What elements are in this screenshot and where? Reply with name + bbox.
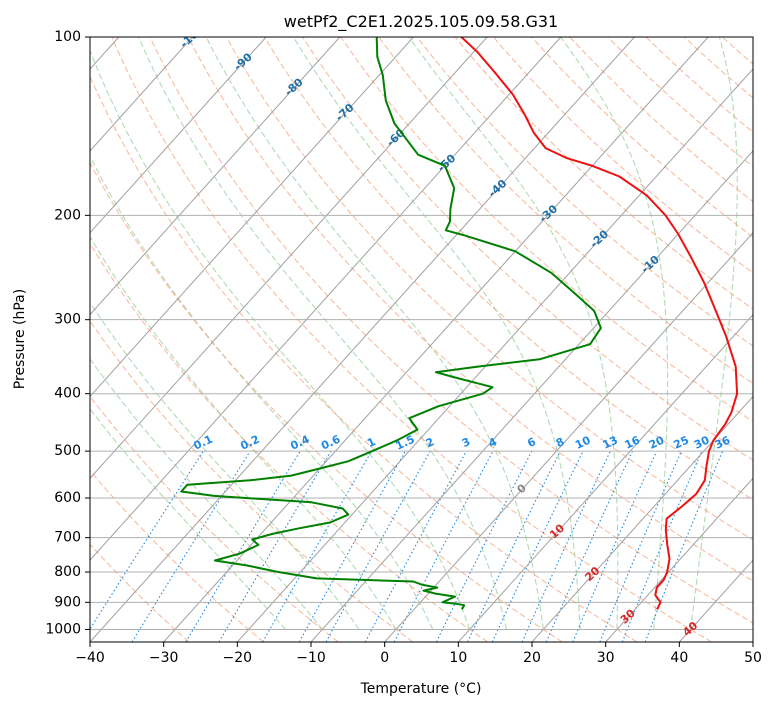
mixing-ratio-line: [90, 450, 204, 630]
y-tick-label: 700: [54, 530, 81, 546]
dry-adiabat-line: [90, 75, 638, 642]
mixing-ratio-line: [644, 450, 724, 642]
isotherm-line: [90, 37, 267, 234]
x-tick-label: 50: [744, 650, 762, 666]
isotherm-line: [310, 150, 753, 642]
x-tick-label: −30: [149, 650, 179, 666]
skew-isotherms: [90, 37, 753, 642]
isotherm-line: [90, 37, 562, 561]
y-axis-title: Pressure (hPa): [12, 289, 28, 389]
isotherm-line: [605, 477, 753, 642]
y-tick-label: 200: [54, 207, 81, 223]
mixing-ratio-line: [435, 450, 533, 642]
y-tick-label: 800: [54, 564, 81, 580]
dry-adiabat-line: [187, 37, 753, 582]
plot-frame: [89, 36, 754, 643]
y-tick-label: 600: [54, 490, 81, 506]
plot-background: [90, 37, 753, 642]
y-tick-label: 300: [54, 312, 81, 328]
isotherm-line: [457, 313, 753, 642]
mixing-ratio-line: [545, 450, 633, 642]
moist-adiabat-line: [205, 37, 544, 630]
series-layer: [180, 37, 739, 610]
x-tick-label: −10: [296, 650, 326, 666]
dry-adiabat-line: [90, 242, 488, 642]
dry-adiabat-line: [90, 469, 264, 642]
isotherm-line: [90, 37, 635, 642]
isotherm-line: [90, 37, 414, 398]
mixing-ratio-label: 30: [692, 433, 712, 451]
dewpoint-profile-line: [180, 37, 602, 610]
x-tick-label: −40: [75, 650, 105, 666]
x-tick-label: 40: [670, 650, 688, 666]
x-axis: −40 −30 −20 −10 0 10 20 30 40 50: [75, 642, 762, 666]
dry-adiabat-line: [264, 37, 753, 501]
chart-title: wetPf2_C2E1.2025.105.09.58.G31: [284, 12, 558, 32]
x-tick-label: 20: [523, 650, 541, 666]
mixing-ratio-line: [364, 450, 467, 642]
mixing-ratio-labels: 0.1 0.2 0.4 0.6 1 1.5 2 3 4 6 8 10 13 16 20 25 30 36: [192, 432, 733, 452]
mixing-ratio-label: 25: [672, 434, 691, 452]
x-tick-label: 0: [380, 650, 389, 666]
x-axis-title: Temperature (°C): [360, 681, 482, 697]
mixing-ratio-label: 10: [573, 433, 593, 451]
isobar-grid: [90, 37, 753, 630]
mixing-ratio-label: 36: [713, 433, 733, 451]
x-tick-label: 30: [597, 650, 615, 666]
moist-adiabat-line: [90, 301, 360, 630]
isotherm-line: [236, 68, 753, 642]
isotherm-line: [384, 231, 753, 642]
mixing-ratio-label: 13: [601, 434, 620, 452]
y-tick-label: 1000: [45, 621, 81, 637]
x-tick-label: −20: [223, 650, 253, 666]
moist-adiabat-line: [90, 235, 397, 630]
y-tick-label: 400: [54, 386, 81, 402]
mixing-ratio-line: [325, 450, 431, 642]
y-tick-label: 100: [54, 29, 81, 45]
mixing-ratio-line: [599, 450, 682, 642]
moist-adiabat-line: [90, 155, 434, 630]
temperature-profile-line: [460, 37, 739, 610]
dry-adiabat-line: [225, 37, 753, 541]
isotherm-line: [90, 37, 193, 152]
mixing-ratio-label: 16: [623, 433, 643, 451]
y-tick-label: 500: [54, 443, 81, 459]
moist-adiabat-line: [292, 37, 581, 630]
moist-adiabat-line: [90, 408, 286, 630]
dry-adiabat-line: [149, 37, 753, 624]
dry-adiabat-line: [111, 37, 712, 642]
moist-adiabat-line: [137, 37, 508, 630]
y-tick-label: 900: [54, 594, 81, 610]
isotherm-line: [531, 395, 753, 642]
mixing-ratio-label: 20: [647, 433, 667, 451]
moist-adiabat-line: [690, 37, 738, 630]
dry-adiabat-line: [302, 37, 753, 461]
moist-adiabat-line: [408, 37, 619, 630]
x-tick-label: 10: [449, 650, 467, 666]
isotherm-line: [90, 37, 341, 316]
dry-adiabat-line: [416, 37, 753, 347]
moist-adiabat-line: [90, 357, 323, 630]
dry-adiabat-line: [90, 161, 563, 642]
mixing-ratio-line: [298, 450, 406, 642]
mixing-ratio-line: [621, 450, 703, 642]
dry-adiabat-line: [340, 37, 753, 423]
mixing-ratio-line: [572, 450, 658, 642]
y-axis: 100 200 300 400 500 600 700 800 900 1000: [45, 29, 90, 637]
isotherm-line: [90, 37, 488, 480]
